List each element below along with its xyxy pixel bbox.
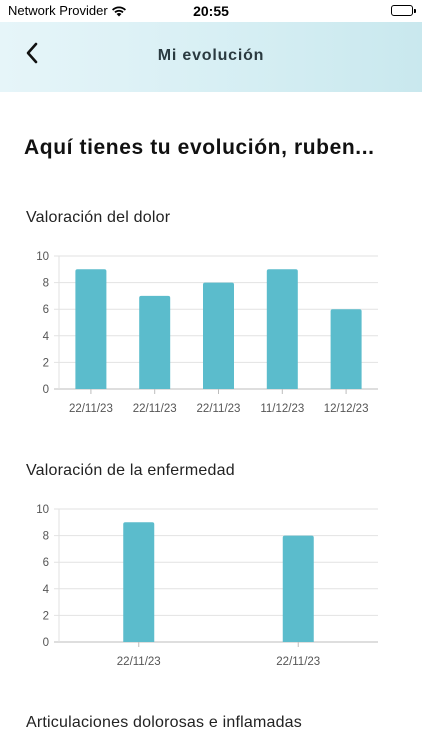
y-tick-label: 8 bbox=[43, 531, 49, 543]
bar[interactable] bbox=[123, 522, 155, 642]
joints-title: Articulaciones dolorosas e inflamadas bbox=[26, 714, 302, 731]
x-tick-label: 22/11/23 bbox=[276, 656, 320, 668]
pain-rating-title: Valoración del dolor bbox=[26, 209, 171, 226]
navigation-bar: Mi evolución bbox=[0, 22, 422, 92]
greeting-heading: Aquí tienes tu evolución, ruben... bbox=[24, 136, 375, 159]
bar[interactable] bbox=[139, 295, 171, 389]
back-button[interactable] bbox=[20, 38, 46, 68]
disease-rating-chart-svg: 0 2 4 6 8 10 22/11/23 22/11/23 bbox=[36, 504, 378, 668]
x-tick-label: 11/12/23 bbox=[260, 403, 304, 415]
y-tick-label: 0 bbox=[43, 384, 49, 396]
bar[interactable] bbox=[266, 269, 298, 389]
y-tick-label: 10 bbox=[36, 251, 49, 263]
y-tick-label: 2 bbox=[43, 357, 49, 369]
x-tick-label: 22/11/23 bbox=[197, 403, 241, 415]
x-tick-label: 22/11/23 bbox=[117, 656, 161, 668]
x-tick-label: 12/12/23 bbox=[324, 403, 369, 415]
pain-rating-chart-svg: 0 2 4 6 8 10 22/11/23 22/11/23 22/11/23 11/12/23 1… bbox=[36, 251, 378, 415]
x-tick-label: 22/11/23 bbox=[133, 403, 177, 415]
bar[interactable] bbox=[75, 269, 107, 389]
bar[interactable] bbox=[330, 309, 362, 389]
carrier-name: Network Provider bbox=[8, 3, 108, 18]
wifi-icon bbox=[111, 4, 127, 22]
battery-icon bbox=[391, 5, 416, 16]
y-tick-label: 4 bbox=[43, 584, 50, 596]
disease-rating-title: Valoración de la enfermedad bbox=[26, 462, 235, 479]
chevron-left-icon bbox=[26, 42, 38, 64]
x-tick-label: 22/11/23 bbox=[69, 403, 113, 415]
bar[interactable] bbox=[203, 282, 234, 389]
y-tick-label: 6 bbox=[43, 557, 49, 569]
y-tick-label: 8 bbox=[43, 278, 49, 290]
pain-rating-chart: 0 2 4 6 8 10 22/11/23 22/11/23 22/11/23 11/12/23 1… bbox=[20, 246, 390, 426]
y-tick-label: 4 bbox=[43, 331, 50, 343]
y-tick-label: 0 bbox=[43, 637, 49, 649]
status-time: 20:55 bbox=[193, 3, 229, 19]
disease-rating-chart: 0 2 4 6 8 10 22/11/23 22/11/23 bbox=[20, 499, 390, 679]
bar[interactable] bbox=[282, 535, 314, 642]
page-title: Mi evolución bbox=[157, 47, 265, 64]
y-tick-label: 6 bbox=[43, 304, 49, 316]
y-tick-label: 2 bbox=[43, 610, 49, 622]
y-tick-label: 10 bbox=[36, 504, 49, 516]
status-bar: Network Provider 20:55 bbox=[0, 0, 422, 22]
